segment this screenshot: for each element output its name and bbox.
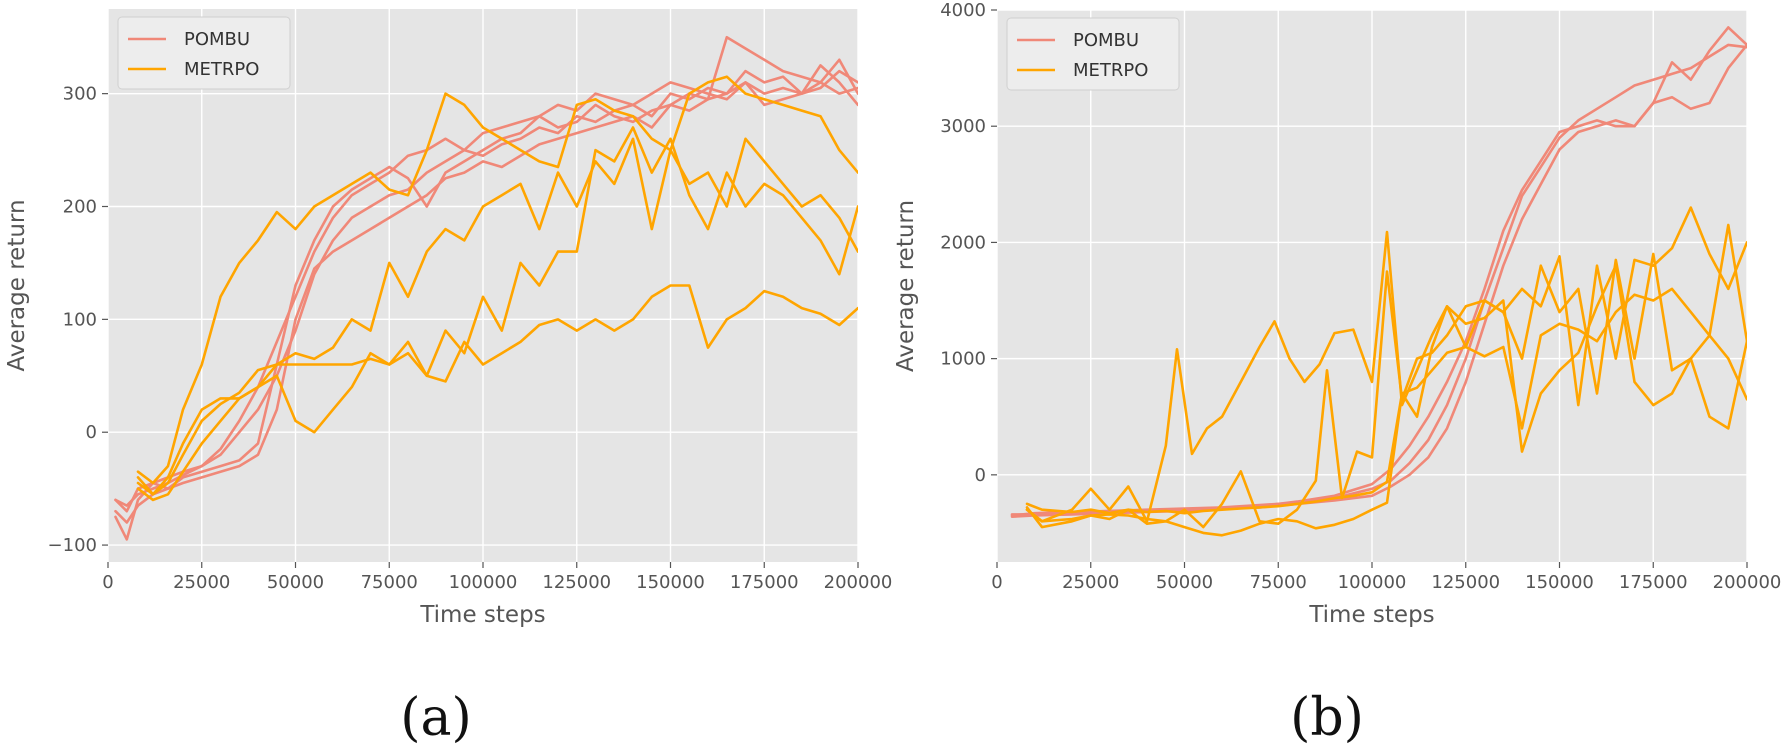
x-tick-label: 25000 bbox=[173, 572, 230, 593]
y-tick-label: 100 bbox=[63, 309, 97, 330]
x-tick-label: 75000 bbox=[361, 572, 418, 593]
series-line-pombu bbox=[114, 35, 858, 541]
legend-label-metrpo: METRPO bbox=[1073, 60, 1148, 81]
x-tick-label: 150000 bbox=[1525, 572, 1594, 593]
series-line-pombu bbox=[114, 81, 858, 507]
x-tick-label: 50000 bbox=[1156, 572, 1213, 593]
x-tick-label: 25000 bbox=[1062, 572, 1119, 593]
y-axis-label: Average return bbox=[4, 199, 30, 371]
y-tick-label: 2000 bbox=[940, 232, 986, 253]
x-tick-label: 50000 bbox=[267, 572, 324, 593]
x-axis-label: Time steps bbox=[419, 602, 545, 628]
x-tick-label: 125000 bbox=[542, 572, 611, 593]
series-line-metrpo bbox=[136, 126, 858, 496]
legend-box bbox=[1006, 17, 1180, 91]
legend-label-pombu: POMBU bbox=[184, 29, 250, 50]
x-tick-label: 175000 bbox=[1619, 572, 1688, 593]
caption-b: (b) bbox=[1290, 688, 1364, 748]
legend-label-pombu: POMBU bbox=[1073, 30, 1139, 51]
x-tick-label: 100000 bbox=[449, 572, 518, 593]
y-axis-label: Average return bbox=[893, 200, 919, 372]
x-tick-label: 0 bbox=[102, 572, 113, 593]
x-tick-label: 100000 bbox=[1338, 572, 1407, 593]
chart-panel-a: 0 25000 50000 75000 100000 125000 150000 175000… bbox=[4, 9, 892, 628]
series-line-metrpo bbox=[1025, 206, 1747, 523]
y-tick-label: 3000 bbox=[940, 116, 986, 137]
x-tick-label: 150000 bbox=[636, 572, 705, 593]
legend-label-metrpo: METRPO bbox=[184, 59, 259, 80]
x-tick-label: 200000 bbox=[1713, 572, 1782, 593]
y-tick-label: 300 bbox=[63, 84, 97, 105]
x-tick-label: 125000 bbox=[1431, 572, 1500, 593]
x-tick-label: 175000 bbox=[730, 572, 799, 593]
y-tick-label: 200 bbox=[63, 197, 97, 218]
legend: POMBU METRPO bbox=[1006, 17, 1180, 91]
series-line-metrpo bbox=[1025, 223, 1747, 529]
series-lines bbox=[1010, 26, 1747, 537]
x-tick-label: 0 bbox=[991, 572, 1002, 593]
series-line-metrpo bbox=[136, 75, 858, 485]
y-tick-label: 4000 bbox=[940, 0, 986, 21]
series-line-metrpo bbox=[136, 137, 858, 496]
x-axis-label: Time steps bbox=[1308, 602, 1434, 628]
y-tick-label: 1000 bbox=[940, 349, 986, 370]
legend-box bbox=[117, 16, 291, 90]
caption-a: (a) bbox=[400, 688, 472, 748]
x-tick-label: 75000 bbox=[1250, 572, 1307, 593]
series-line-metrpo bbox=[1025, 287, 1747, 537]
y-tick-label: 0 bbox=[975, 465, 986, 486]
chart-panel-b: 0 25000 50000 75000 100000 125000 150000 175000… bbox=[893, 0, 1781, 628]
legend: POMBU METRPO bbox=[117, 16, 291, 90]
x-tick-label: 200000 bbox=[824, 572, 893, 593]
series-line-metrpo bbox=[1025, 264, 1747, 515]
series-lines bbox=[114, 35, 858, 541]
y-tick-label: −100 bbox=[48, 535, 97, 556]
series-line-pombu bbox=[114, 64, 858, 513]
y-tick-label: 0 bbox=[86, 422, 97, 443]
